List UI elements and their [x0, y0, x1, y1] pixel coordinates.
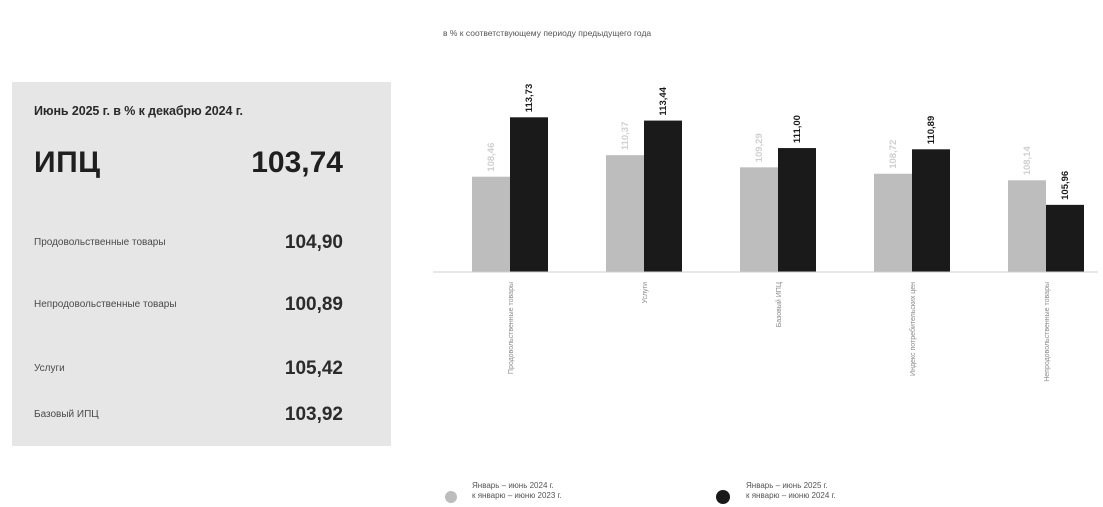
summary-row-value: 105,42 [284, 358, 343, 379]
summary-panel: Июнь 2025 г. в % к декабрю 2024 г. ИПЦ 1… [12, 82, 391, 446]
bar [1046, 204, 1084, 272]
bar [912, 149, 950, 272]
summary-row-value: 103,92 [284, 404, 343, 425]
summary-row-core-cpi: Базовый ИПЦ 103,92 [34, 404, 343, 426]
summary-row-services: Услуги 105,42 [34, 358, 343, 380]
bar-value-label: 108,14 [1022, 146, 1033, 176]
bar [644, 120, 682, 273]
bar-value-label: 111,00 [792, 115, 803, 143]
bar-value-label: 108,72 [888, 140, 899, 169]
summary-title: Июнь 2025 г. в % к декабрю 2024 г. [34, 104, 243, 118]
legend: Январь – июнь 2024 г. к январю – июню 20… [445, 481, 836, 504]
bar [472, 176, 510, 272]
bars-layer: 108,46 113,73 Продовольственные товары 110,… [472, 84, 1084, 382]
summary-row-label: Базовый ИПЦ [34, 409, 99, 420]
bar [1008, 180, 1046, 272]
bar [778, 148, 816, 272]
cpi-row: ИПЦ 103,74 [34, 146, 369, 180]
chart-subtitle: в % к соответствующему периоду предыдуще… [443, 28, 651, 38]
bar-value-label: 105,96 [1060, 171, 1071, 200]
bar-value-label: 113,44 [658, 86, 669, 115]
category-label: Непродовольственные товары [1044, 282, 1051, 382]
summary-row-label: Непродовольственные товары [34, 299, 177, 310]
category-label: Индекс потребительских цен [909, 282, 917, 376]
cpi-value: 103,74 [251, 146, 343, 179]
summary-row-value: 100,89 [284, 294, 343, 315]
bar-value-label: 113,73 [524, 84, 535, 113]
bar-value-label: 109,29 [754, 133, 765, 162]
category-label: Услуги [642, 282, 649, 304]
bar [606, 155, 644, 272]
summary-row-label: Услуги [34, 363, 65, 374]
category-label: Продовольственные товары [508, 282, 515, 374]
bar-value-label: 110,89 [926, 116, 937, 145]
bar-value-label: 108,46 [486, 143, 497, 172]
legend-swatch-2024 [445, 491, 457, 503]
legend-swatch-2025 [716, 490, 730, 504]
summary-row-nonfood: Непродовольственные товары 100,89 [34, 294, 343, 316]
legend-label-2025: Январь – июнь 2025 г. к январю – июню 20… [746, 481, 836, 500]
summary-row-food: Продовольственные товары 104,90 [34, 232, 343, 254]
category-label: Базовый ИПЦ [775, 281, 783, 327]
bar [510, 117, 548, 272]
bar [740, 167, 778, 272]
bar-value-label: 110,37 [620, 122, 631, 151]
bar [874, 173, 912, 272]
summary-row-label: Продовольственные товары [34, 237, 166, 248]
legend-label-2024: Январь – июнь 2024 г. к январю – июню 20… [472, 481, 562, 500]
summary-row-value: 104,90 [284, 232, 343, 253]
cpi-label: ИПЦ [34, 146, 101, 179]
